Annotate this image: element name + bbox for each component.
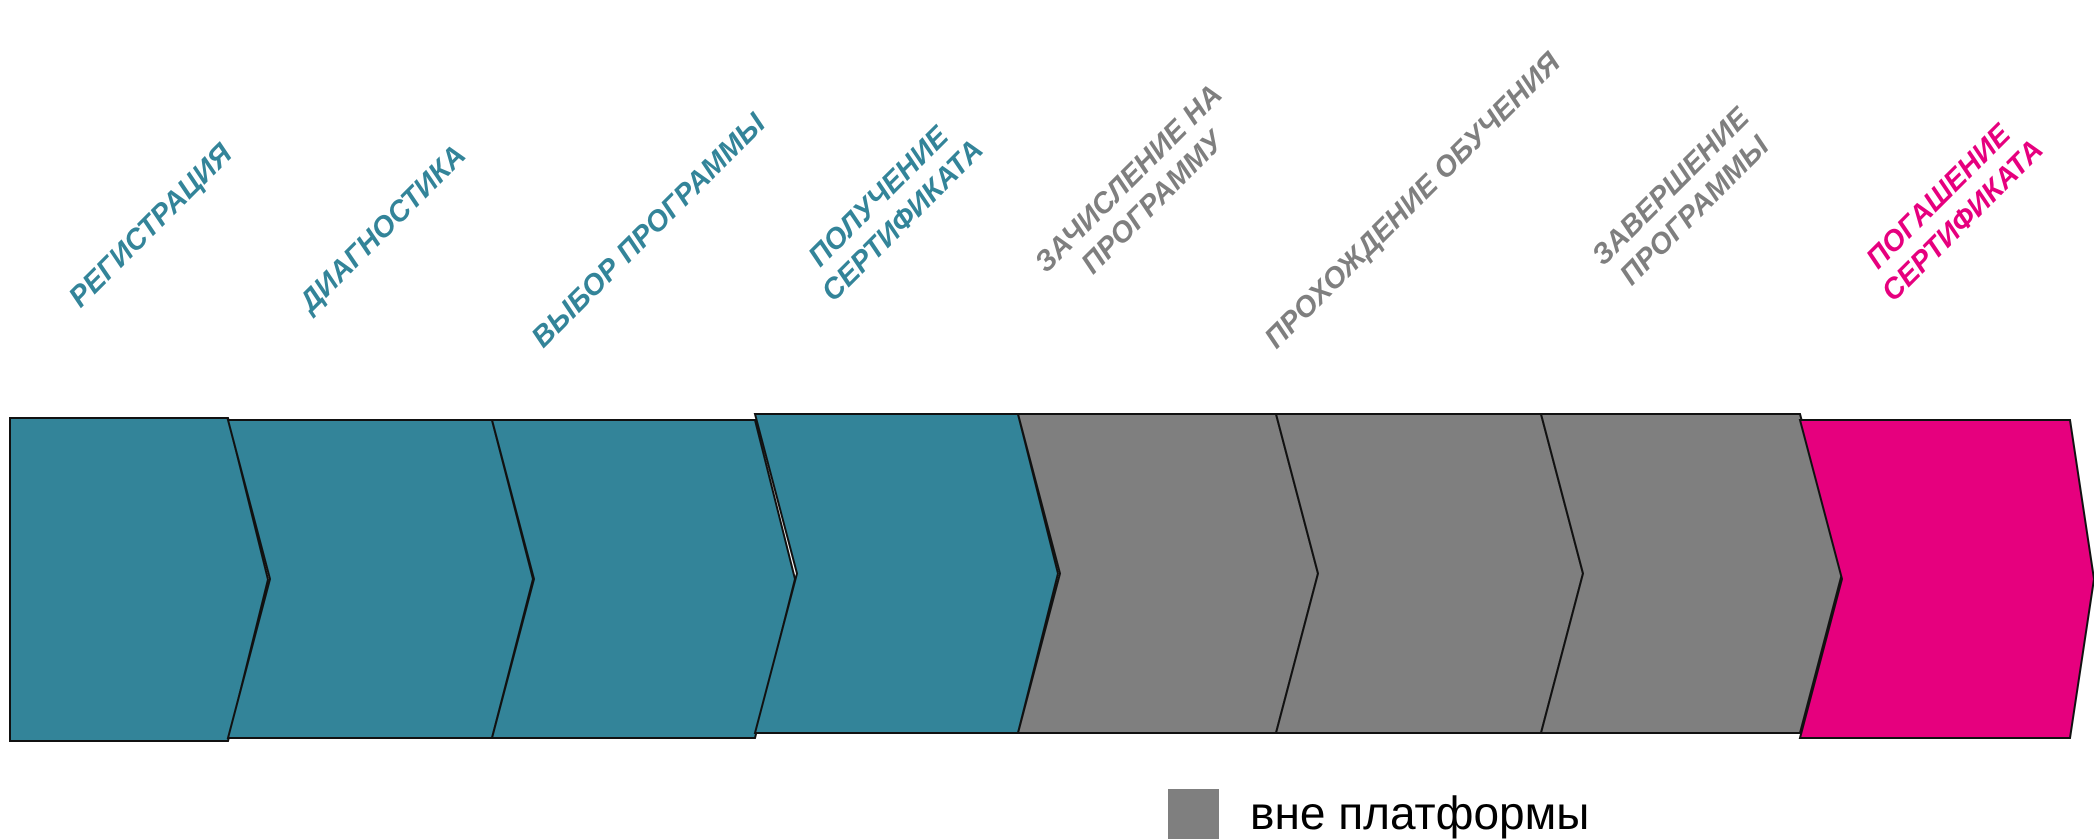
chevron-step-1 [9, 417, 270, 742]
chevron-step-3 [490, 419, 797, 739]
chevron-step-4 [753, 413, 1060, 734]
chevron-step-6 [1274, 413, 1585, 734]
process-chevrons [9, 413, 2094, 742]
step-label-4: ПОЛУЧЕНИЕСЕРТИФИКАТА [792, 110, 990, 308]
process-step-labels: РЕГИСТРАЦИЯ ДИАГНОСТИКА ВЫБОР ПРОГРАММЫ ПОЛ… [63, 46, 2050, 355]
step-label-text: ДИАГНОСТИКА [291, 139, 472, 320]
legend-swatch [1168, 789, 1219, 839]
step-label-text: РЕГИСТРАЦИЯ [63, 137, 239, 313]
step-label-6: ПРОХОЖДЕНИЕ ОБУЧЕНИЯ [1259, 46, 1568, 355]
step-label-text: ПОЛУЧЕНИЕСЕРТИФИКАТА [792, 110, 990, 308]
step-label-text: ПОГАШЕНИЕСЕРТИФИКАТА [1852, 110, 2050, 308]
step-label-line: ДИАГНОСТИКА [291, 139, 472, 320]
step-label-text: ЗАВЕРШЕНИЕПРОГРАММЫ [1586, 101, 1781, 296]
step-label-text: ЗАЧИСЛЕНИЕ НАПРОГРАММУ [1029, 79, 1253, 303]
chevron-step-2 [226, 419, 535, 739]
chevron-step-8 [1798, 419, 2094, 739]
step-label-line: ВЫБОР ПРОГРАММЫ [526, 107, 773, 354]
step-label-8: ПОГАШЕНИЕСЕРТИФИКАТА [1852, 110, 2050, 308]
step-label-5: ЗАЧИСЛЕНИЕ НАПРОГРАММУ [1029, 79, 1253, 303]
legend-text: вне платформы [1250, 787, 1589, 839]
chevron-step-5 [1016, 413, 1320, 734]
legend: вне платформы [1168, 787, 1589, 839]
step-label-1: РЕГИСТРАЦИЯ [63, 137, 239, 313]
step-label-2: ДИАГНОСТИКА [291, 139, 472, 320]
step-label-line: ПРОХОЖДЕНИЕ ОБУЧЕНИЯ [1259, 46, 1568, 355]
step-label-7: ЗАВЕРШЕНИЕПРОГРАММЫ [1586, 101, 1781, 296]
step-label-text: ПРОХОЖДЕНИЕ ОБУЧЕНИЯ [1259, 46, 1568, 355]
step-label-line: РЕГИСТРАЦИЯ [63, 137, 239, 313]
step-label-3: ВЫБОР ПРОГРАММЫ [526, 107, 773, 354]
step-label-text: ВЫБОР ПРОГРАММЫ [526, 107, 773, 354]
chevron-step-7 [1539, 413, 1844, 734]
